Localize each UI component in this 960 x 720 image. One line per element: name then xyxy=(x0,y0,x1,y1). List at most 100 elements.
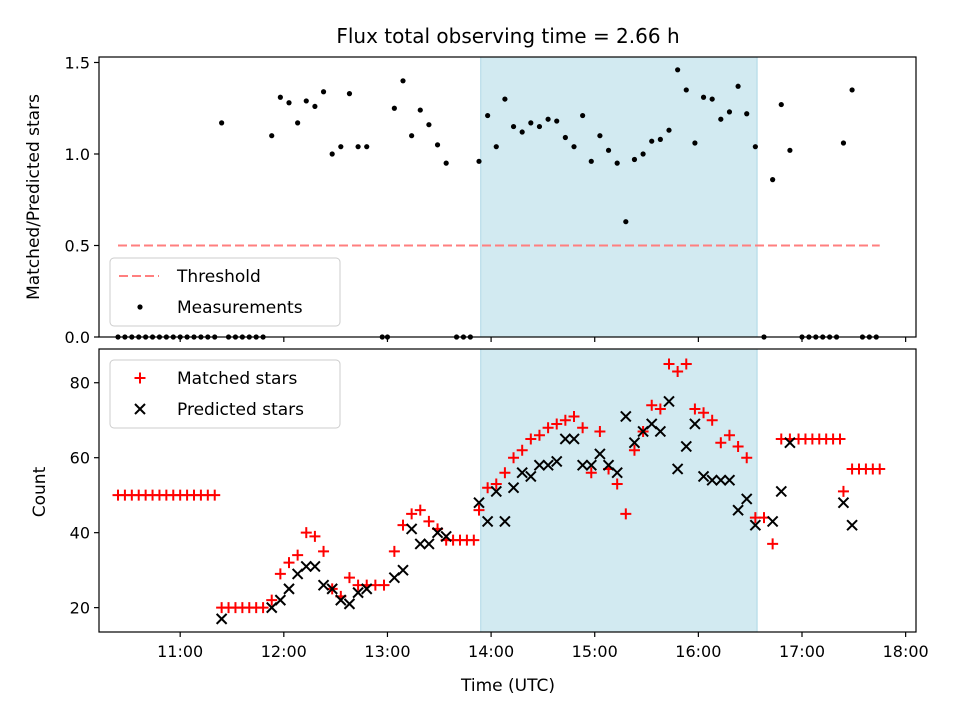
predicted-star-point xyxy=(317,579,330,591)
predicted-star-point xyxy=(215,613,228,625)
predicted-star-point xyxy=(481,515,494,528)
matched-star-point xyxy=(499,467,511,479)
measurement-point xyxy=(286,100,292,106)
measurement-point xyxy=(666,127,672,133)
predicted-star-point xyxy=(654,425,667,438)
predicted-star-point xyxy=(431,526,444,539)
matched-star-point xyxy=(654,403,666,415)
measurement-point xyxy=(849,87,855,93)
measurement-point xyxy=(683,87,689,93)
measurement-point xyxy=(744,111,750,117)
matched-star-point xyxy=(715,437,727,449)
ratio-panel: Matched/Predicted stars 0.0 0.5 1.0 1.5 Thre… xyxy=(24,53,917,347)
y-tick-label: 40 xyxy=(70,524,90,543)
matched-star-point xyxy=(698,407,710,419)
measurement-point xyxy=(657,136,663,142)
y-tick-label: 60 xyxy=(70,449,90,468)
predicted-star-point xyxy=(663,395,675,408)
x-tick-label: 12:00 xyxy=(261,642,307,661)
measurement-point xyxy=(303,98,309,104)
matched-star-point xyxy=(525,433,537,445)
matched-star-point xyxy=(490,478,502,490)
matched-star-point xyxy=(300,527,312,539)
legend-entry-label: Measurements xyxy=(177,298,303,318)
matched-star-point xyxy=(309,530,321,542)
measurement-point xyxy=(545,116,551,122)
predicted-star-point xyxy=(274,594,287,606)
legend-entry-label: Matched stars xyxy=(177,369,297,389)
legend-measurement-swatch xyxy=(137,304,143,310)
predicted-star-point xyxy=(732,504,744,516)
legend-predicted-swatch xyxy=(134,403,146,415)
matched-star-point xyxy=(559,414,571,426)
measurement-point xyxy=(502,96,508,102)
predicted-star-point xyxy=(300,560,312,573)
matched-star-point xyxy=(628,444,640,456)
legend: Matched stars Predicted stars xyxy=(109,359,341,429)
predicted-star-point xyxy=(620,410,632,423)
matched-star-point xyxy=(837,485,849,497)
matched-star-point xyxy=(663,358,675,370)
measurement-point xyxy=(752,144,758,150)
y-tick-label: 1.5 xyxy=(65,53,90,72)
measurement-point xyxy=(588,158,594,164)
measurement-point xyxy=(338,144,344,150)
y-tick-label: 80 xyxy=(70,374,90,393)
measurement-point xyxy=(519,129,525,135)
predicted-star-point xyxy=(775,485,787,498)
measurement-point xyxy=(409,133,415,139)
predicted-star-point xyxy=(837,496,850,509)
measurement-point xyxy=(355,144,361,150)
measurement-point xyxy=(571,144,577,150)
legend: Threshold Measurements xyxy=(109,257,341,327)
measurement-point xyxy=(295,120,301,126)
axes-frame xyxy=(98,348,917,633)
matched-star-point xyxy=(551,418,563,430)
x-tick-label: 15:00 xyxy=(572,642,618,661)
matched-star-point xyxy=(468,534,480,546)
predicted-star-point xyxy=(766,515,779,528)
predicted-star-point xyxy=(723,474,736,486)
legend-entry-label: Threshold xyxy=(176,267,261,287)
predicted-star-point xyxy=(628,437,641,449)
matched-star-point xyxy=(706,414,718,426)
measurement-point xyxy=(485,112,491,119)
measurement-point xyxy=(320,89,327,95)
predicted-star-point xyxy=(585,459,597,471)
measurement-point xyxy=(605,147,612,153)
x-tick-label: 16:00 xyxy=(675,642,721,661)
x-tick-label: 17:00 xyxy=(779,642,825,661)
matched-star-point xyxy=(732,440,744,452)
count-y-axis-label: Count xyxy=(30,466,50,517)
measurement-point xyxy=(391,105,397,111)
x-tick-label: 13:00 xyxy=(364,642,410,661)
predicted-star-point xyxy=(741,493,753,505)
measurement-point xyxy=(580,112,586,119)
chart-title: Flux total observing time = 2.66 h xyxy=(336,24,679,48)
predicted-star-point xyxy=(594,448,606,460)
measurement-point xyxy=(597,133,603,139)
matched-star-point xyxy=(680,358,692,370)
matched-star-point xyxy=(542,422,554,434)
measurement-point xyxy=(640,151,646,157)
predicted-star-point xyxy=(697,470,710,483)
matched-star-point xyxy=(508,452,520,464)
matched-star-point xyxy=(834,433,846,445)
predicted-star-point xyxy=(397,564,409,576)
measurement-point xyxy=(700,94,707,100)
predicted-star-point xyxy=(309,560,321,573)
matched-star-point xyxy=(283,557,295,569)
measurement-point xyxy=(417,107,423,113)
matched-star-point xyxy=(266,594,278,606)
measurement-point xyxy=(770,177,776,183)
predicted-star-point xyxy=(576,459,589,471)
matched-star-point xyxy=(611,478,623,490)
predicted-star-point xyxy=(551,455,563,468)
matched-star-point xyxy=(646,399,658,411)
measurement-point xyxy=(400,78,406,84)
legend-box xyxy=(109,359,341,429)
matched-star-point xyxy=(577,422,589,434)
matched-star-point xyxy=(620,508,632,520)
predicted-star-point xyxy=(490,485,502,498)
matched-star-point xyxy=(343,572,355,584)
